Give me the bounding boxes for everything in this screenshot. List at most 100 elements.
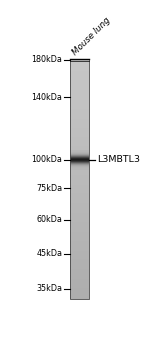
Bar bbox=[70, 253, 88, 255]
Bar bbox=[70, 116, 88, 118]
Bar bbox=[70, 154, 88, 155]
Bar bbox=[70, 279, 88, 280]
Bar bbox=[70, 179, 88, 180]
Bar bbox=[70, 233, 88, 234]
Bar bbox=[70, 187, 88, 188]
Bar bbox=[70, 225, 88, 226]
Bar bbox=[70, 59, 88, 299]
Bar bbox=[70, 215, 88, 216]
Bar bbox=[70, 289, 88, 291]
Bar bbox=[70, 65, 88, 66]
Bar bbox=[70, 246, 88, 247]
Bar bbox=[70, 218, 88, 220]
Bar bbox=[70, 202, 88, 203]
Bar bbox=[70, 63, 88, 65]
Bar bbox=[70, 232, 88, 233]
Bar bbox=[70, 245, 88, 246]
Bar bbox=[70, 185, 88, 186]
Bar bbox=[70, 67, 88, 68]
Bar bbox=[70, 107, 88, 108]
Bar bbox=[70, 291, 88, 292]
Bar bbox=[70, 238, 88, 239]
Bar bbox=[70, 162, 88, 163]
Bar bbox=[70, 69, 88, 71]
Bar bbox=[70, 193, 88, 195]
Bar bbox=[70, 125, 88, 126]
Bar bbox=[70, 79, 88, 80]
Bar bbox=[70, 235, 88, 237]
Bar bbox=[70, 257, 88, 258]
Bar bbox=[70, 120, 88, 121]
Bar bbox=[70, 106, 88, 107]
Bar bbox=[70, 148, 88, 149]
Bar bbox=[70, 210, 88, 211]
Bar bbox=[70, 178, 88, 179]
Bar bbox=[70, 260, 88, 262]
Bar bbox=[70, 192, 88, 193]
Bar bbox=[70, 272, 88, 273]
Bar bbox=[70, 240, 88, 241]
Bar bbox=[70, 61, 88, 62]
Bar bbox=[70, 135, 88, 136]
Bar bbox=[70, 197, 88, 198]
Bar bbox=[70, 243, 88, 244]
Bar bbox=[70, 273, 88, 274]
Bar bbox=[70, 234, 88, 235]
Bar bbox=[70, 284, 88, 285]
Bar bbox=[70, 265, 88, 267]
Bar bbox=[70, 137, 88, 138]
Bar bbox=[70, 181, 88, 183]
Bar bbox=[70, 270, 88, 272]
Bar bbox=[70, 241, 88, 243]
Bar bbox=[70, 90, 88, 91]
Bar bbox=[70, 92, 88, 93]
Bar bbox=[70, 114, 88, 115]
Bar bbox=[70, 256, 88, 257]
Bar bbox=[70, 286, 88, 287]
Bar bbox=[70, 196, 88, 197]
Bar bbox=[70, 184, 88, 185]
Bar bbox=[70, 103, 88, 104]
Bar bbox=[70, 252, 88, 253]
Bar bbox=[70, 230, 88, 232]
Bar bbox=[70, 122, 88, 124]
Bar bbox=[70, 199, 88, 200]
Bar bbox=[70, 149, 88, 150]
Bar bbox=[70, 220, 88, 221]
Bar bbox=[70, 161, 88, 162]
Bar bbox=[70, 249, 88, 250]
Bar bbox=[70, 227, 88, 228]
Bar bbox=[70, 121, 88, 122]
Bar bbox=[70, 263, 88, 264]
Bar bbox=[70, 160, 88, 161]
Bar bbox=[70, 145, 88, 146]
Bar bbox=[70, 155, 88, 156]
Bar bbox=[70, 141, 88, 143]
Bar bbox=[70, 100, 88, 101]
Bar bbox=[70, 110, 88, 111]
Bar bbox=[70, 91, 88, 92]
Bar bbox=[70, 214, 88, 215]
Bar bbox=[70, 163, 88, 165]
Bar bbox=[70, 285, 88, 286]
Bar bbox=[70, 200, 88, 202]
Bar bbox=[70, 146, 88, 148]
Bar bbox=[70, 191, 88, 192]
Bar bbox=[70, 264, 88, 265]
Bar bbox=[70, 244, 88, 245]
Bar bbox=[70, 172, 88, 173]
Bar bbox=[70, 158, 88, 160]
Bar bbox=[70, 216, 88, 217]
Bar bbox=[70, 83, 88, 84]
Bar bbox=[70, 208, 88, 209]
Bar bbox=[70, 128, 88, 130]
Text: 60kDa: 60kDa bbox=[36, 215, 62, 224]
Bar bbox=[70, 124, 88, 125]
Bar bbox=[70, 68, 88, 69]
Bar bbox=[70, 109, 88, 110]
Bar bbox=[70, 152, 88, 154]
Bar bbox=[70, 126, 88, 127]
Bar bbox=[70, 66, 88, 67]
Bar bbox=[70, 131, 88, 132]
Bar bbox=[70, 73, 88, 74]
